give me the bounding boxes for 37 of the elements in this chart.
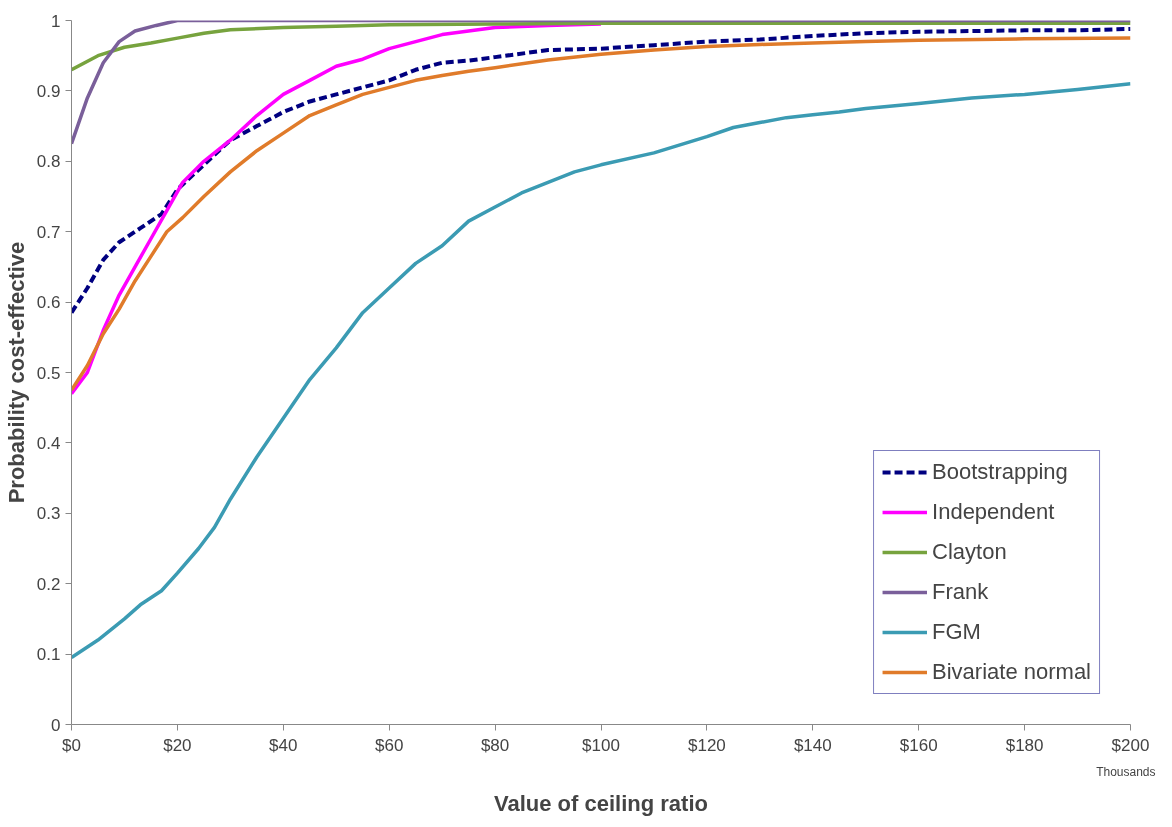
x-tick-label: $120 xyxy=(687,735,726,755)
text: Thousands xyxy=(1096,764,1156,779)
x-tick-label: $80 xyxy=(480,735,510,755)
line-series xyxy=(71,22,603,396)
x-axis-title: Value of ceiling ratio xyxy=(494,790,708,816)
x-tick-label: $0 xyxy=(62,735,81,755)
x-tick-label: $180 xyxy=(1005,735,1044,755)
line-series xyxy=(71,20,1131,146)
x-tick-label: $100 xyxy=(582,735,620,755)
y-tick-label: 1 xyxy=(51,11,61,31)
y-tick-label: 0.5 xyxy=(36,363,61,383)
y-tick-label: 0.8 xyxy=(36,152,61,172)
y-tick-label: 0.9 xyxy=(36,81,61,101)
legend-label: Frank xyxy=(932,579,989,605)
legend-label: Independent xyxy=(932,499,1055,525)
y-tick-label: 0.3 xyxy=(36,504,61,524)
legend-label: Bootstrapping xyxy=(932,459,1068,485)
y-tick-label: 0.6 xyxy=(36,293,61,313)
x-tick-label: $20 xyxy=(163,735,192,755)
y-tick-label: 0.1 xyxy=(36,645,61,665)
y-tick-label: 0.4 xyxy=(36,433,61,453)
line-series xyxy=(71,36,1131,392)
y-axis-title: Probability cost-effective xyxy=(3,241,29,504)
legend-label: Clayton xyxy=(932,539,1007,565)
x-tick-label: $60 xyxy=(375,735,404,755)
line-series xyxy=(71,21,1131,72)
line-series xyxy=(71,82,1131,660)
x-tick-label: $200 xyxy=(1111,735,1150,755)
legend-label: FGM xyxy=(932,619,981,645)
x-tick-label: $140 xyxy=(793,735,832,755)
x-tick-label: $40 xyxy=(269,735,298,755)
line-series xyxy=(71,26,1131,315)
y-tick-label: 0.2 xyxy=(36,574,61,594)
x-tick-label: $160 xyxy=(899,735,938,755)
legend-label: Bivariate normal xyxy=(932,659,1091,685)
y-tick-label: 0.7 xyxy=(36,222,61,242)
y-tick-label: 0 xyxy=(51,715,61,735)
